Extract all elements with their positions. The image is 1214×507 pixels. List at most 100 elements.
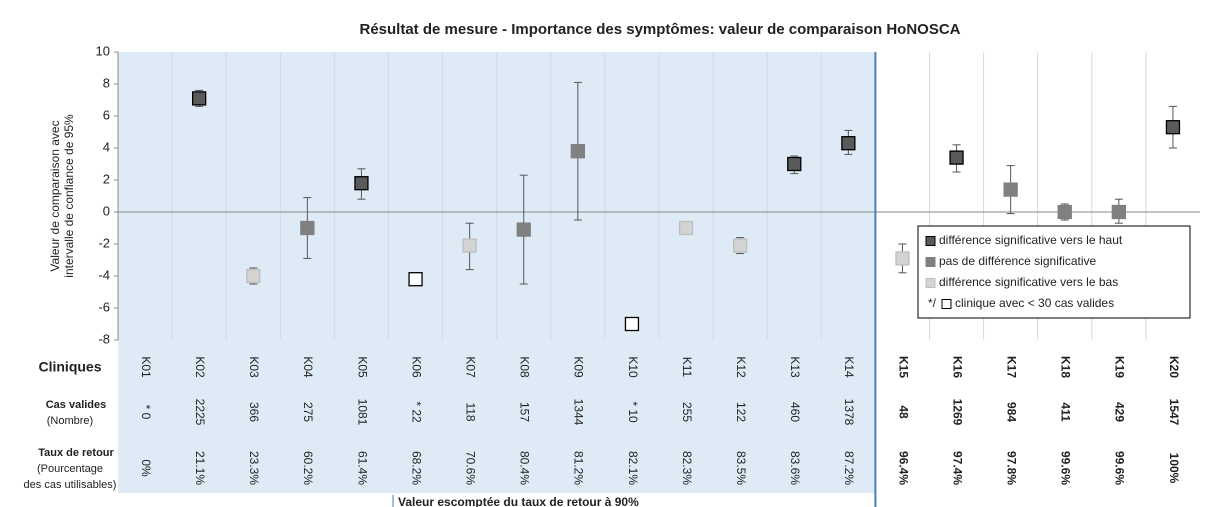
y-tick-label: 4 — [103, 139, 110, 154]
y-tick-label: 6 — [103, 107, 110, 122]
marker — [1057, 204, 1072, 220]
cases-cell: 122 — [734, 402, 748, 422]
marker — [1003, 182, 1018, 197]
x-tick-label: K05 — [355, 356, 369, 378]
legend-swatch — [925, 257, 936, 267]
rate-cell: 97.8% — [1004, 451, 1018, 485]
cases-cell: * 22 — [409, 401, 423, 423]
x-tick-label: K16 — [950, 356, 964, 378]
rate-cell: 0% — [139, 459, 153, 477]
rate-cell: 60.2% — [301, 451, 315, 485]
rate-cell: 21.1% — [193, 451, 207, 485]
rate-cell: 99.6% — [1113, 451, 1127, 485]
x-tick-label: K03 — [247, 356, 261, 378]
marker — [516, 222, 531, 237]
x-tick-label: K13 — [788, 356, 802, 378]
cases-cell: 118 — [463, 402, 477, 421]
cases-cell: 1344 — [572, 399, 586, 426]
x-tick-label: K18 — [1059, 356, 1073, 378]
cases-cell: 460 — [788, 402, 802, 422]
row-label: Cliniques — [38, 359, 101, 375]
y-tick-label: -8 — [98, 331, 110, 346]
x-tick-label: K01 — [139, 356, 153, 378]
x-tick-label: K20 — [1167, 356, 1181, 378]
legend-swatch — [941, 299, 952, 309]
rate-cell: 99.6% — [1059, 451, 1073, 485]
marker — [895, 251, 910, 266]
x-tick-label: K06 — [409, 356, 423, 378]
cases-cell: 157 — [518, 402, 532, 422]
marker — [408, 272, 423, 287]
separator-label: Valeur escomptée du taux de retour à 90% — [398, 495, 639, 507]
x-tick-label: K10 — [626, 356, 640, 378]
cases-cell: 48 — [896, 405, 910, 419]
marker — [1165, 120, 1181, 135]
y-axis-label: Valeur de comparaison avec — [48, 120, 62, 271]
marker — [462, 238, 477, 253]
rate-cell: 70.6% — [463, 451, 477, 485]
marker — [624, 316, 640, 332]
x-tick-label: K08 — [518, 356, 532, 378]
cases-cell: 2225 — [193, 399, 207, 426]
cases-cell: * 10 — [626, 401, 640, 423]
y-tick-label: -4 — [98, 267, 110, 282]
x-tick-label: K19 — [1113, 356, 1127, 378]
legend-label: différence significative vers le bas — [939, 275, 1118, 289]
rate-cell: 80.4% — [518, 451, 532, 485]
marker — [678, 220, 694, 236]
y-tick-label: 2 — [103, 171, 110, 186]
x-tick-label: K07 — [463, 356, 477, 378]
x-tick-label: K02 — [193, 356, 207, 378]
cases-cell: 1081 — [355, 399, 369, 426]
cases-cell: 1378 — [842, 399, 856, 426]
marker — [570, 144, 585, 159]
marker — [246, 268, 261, 284]
x-tick-label: K11 — [680, 357, 694, 378]
rate-cell: 83.6% — [788, 451, 802, 485]
rate-cell: 87.2% — [842, 451, 856, 485]
cases-cell: 429 — [1113, 402, 1127, 422]
y-tick-label: 8 — [103, 75, 110, 90]
marker — [733, 238, 748, 253]
rate-cell: 82.3% — [680, 451, 694, 485]
rate-cell: 83.5% — [734, 451, 748, 485]
x-tick-label: K17 — [1004, 356, 1018, 378]
cases-cell: 984 — [1004, 402, 1018, 422]
cases-cell: 411 — [1059, 402, 1073, 422]
legend-box — [917, 225, 1191, 319]
y-tick-label: 0 — [103, 203, 110, 218]
y-tick-label: 10 — [96, 43, 110, 58]
marker — [1111, 204, 1126, 220]
row-label: Cas valides — [46, 399, 107, 411]
y-axis-label: intervalle de confiance de 95% — [62, 114, 76, 278]
cases-cell: * 0 — [139, 405, 153, 420]
marker — [191, 91, 207, 106]
rate-cell: 97.4% — [950, 451, 964, 485]
marker — [354, 176, 369, 191]
row-label: des cas utilisables) — [24, 479, 117, 491]
rate-cell: 68.2% — [409, 451, 423, 485]
legend-swatch — [925, 236, 936, 246]
marker — [787, 156, 802, 172]
marker — [949, 150, 964, 165]
x-tick-label: K12 — [734, 356, 748, 378]
legend-label: pas de différence significative — [939, 254, 1097, 268]
y-tick-label: -2 — [98, 235, 110, 250]
rate-cell: 100% — [1167, 453, 1181, 484]
cases-cell: 1269 — [950, 399, 964, 426]
x-tick-label: K14 — [842, 356, 856, 378]
marker — [300, 220, 315, 236]
rate-cell: 82.1% — [626, 451, 640, 485]
x-tick-label: K15 — [896, 356, 910, 378]
cases-cell: 275 — [301, 402, 315, 422]
marker — [841, 136, 856, 151]
chart-title: Résultat de mesure - Importance des symp… — [359, 21, 960, 38]
cases-cell: 366 — [247, 402, 261, 422]
rate-cell: 23.3% — [247, 451, 261, 485]
x-tick-label: K09 — [572, 356, 586, 378]
cases-cell: 255 — [680, 402, 694, 422]
row-label: (Pourcentage — [37, 463, 103, 475]
y-tick-label: -6 — [98, 299, 110, 314]
legend-label: différence significative vers le haut — [939, 233, 1123, 247]
